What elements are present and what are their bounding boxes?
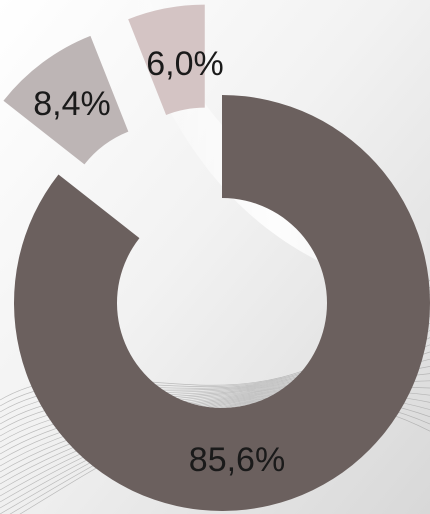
donut-slice: [13, 95, 430, 511]
donut-slice: [128, 4, 205, 116]
data-label: 85,6%: [189, 441, 285, 479]
donut-slice: [3, 35, 129, 165]
plot: 85,6% 8,4% 6,0%: [3, 4, 430, 511]
data-label: 6,0%: [146, 45, 224, 83]
data-label: 8,4%: [33, 85, 111, 123]
